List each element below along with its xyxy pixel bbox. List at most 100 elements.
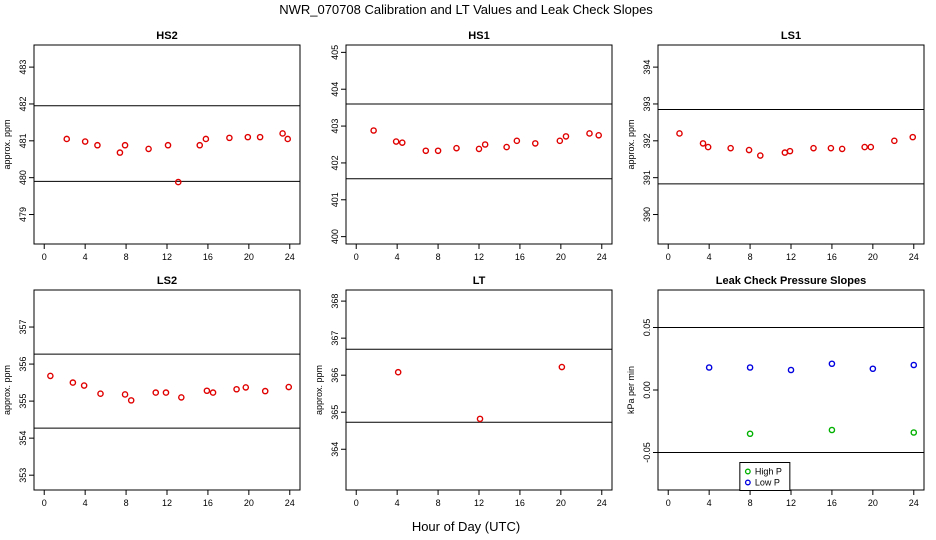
panel-leak-check-legend-marker	[744, 479, 751, 486]
panel-ls1-xtick-label: 0	[666, 252, 671, 262]
panel-hs2-ytick-label: 483	[18, 60, 28, 75]
panel-ls1-point	[891, 137, 898, 145]
panel-hs2-xtick-label: 20	[244, 252, 254, 262]
panel-ls2-point	[80, 382, 88, 389]
panel-lt-xtick-label: 20	[556, 498, 566, 508]
panel-ls2-point	[209, 389, 217, 396]
panel-ls1-point	[781, 149, 789, 156]
panel-ls1-ylabel: approx. ppm	[626, 119, 636, 169]
panel-ls1-xtick-label: 24	[909, 252, 919, 262]
panel-ls2-xtick-label: 0	[42, 498, 47, 508]
panel-lt-ylabel: approx. ppm	[314, 365, 324, 415]
panel-hs2-ytick-label: 481	[18, 133, 28, 148]
panel-leak-check-point	[705, 364, 713, 371]
panel-hs1-point	[434, 147, 442, 155]
panel-leak-check-point	[746, 430, 754, 438]
panel-hs1-xtick-label: 4	[395, 252, 400, 262]
panel-hs1-xtick-label: 0	[354, 252, 359, 262]
panel-hs2-point	[164, 141, 172, 149]
panel-leak-check-xtick-label: 4	[707, 498, 712, 508]
panel-ls2-title: LS2	[157, 275, 177, 287]
panel-ls1-title: LS1	[781, 30, 801, 42]
panel-hs2-xtick-label: 12	[162, 252, 172, 262]
panel-hs1-point	[370, 127, 377, 134]
panel-hs1-point	[513, 137, 521, 145]
panel-ls1-point	[699, 140, 707, 147]
panel-hs1-point	[503, 143, 510, 151]
panel-ls1-point	[704, 143, 712, 151]
panel-ls1-ytick-label: 390	[642, 207, 652, 222]
panel-ls2-ytick-label: 356	[18, 357, 28, 372]
panel-leak-check-legend-label: High P	[755, 467, 782, 477]
panel-hs2-xtick-label: 24	[285, 252, 295, 262]
panel-lt-title: LT	[473, 275, 486, 287]
panel-leak-check-title: Leak Check Pressure Slopes	[716, 275, 866, 287]
panel-ls2-xtick-label: 24	[285, 498, 295, 508]
panel-hs2-frame	[33, 44, 301, 245]
panel-ls1-ytick-label: 391	[642, 170, 652, 185]
panel-lt: LT approx. ppm 0 4 8 12 16 20 24 364 365 366 367 368	[314, 275, 613, 508]
panel-leak-check-xtick-label: 20	[868, 498, 878, 508]
panel-ls2-point	[261, 387, 269, 395]
panel-hs1-ytick-label: 400	[330, 229, 340, 244]
panel-ls2-xtick-label: 20	[244, 498, 254, 508]
panel-ls1-point	[827, 144, 835, 152]
panel-hs2-xtick-label: 16	[203, 252, 213, 262]
panel-hs2-point	[226, 134, 233, 142]
figure-xlabel: Hour of Day (UTC)	[412, 519, 520, 534]
panel-hs1-xtick-label: 20	[556, 252, 566, 262]
panel-ls2-point	[97, 390, 104, 398]
panel-hs2-ytick-label: 480	[18, 170, 28, 185]
panel-leak-check-xtick-label: 0	[666, 498, 671, 508]
panel-ls2-xtick-label: 8	[124, 498, 129, 508]
panel-hs1-point	[586, 130, 593, 137]
panel-ls2-ytick-label: 354	[18, 431, 28, 446]
panel-leak-check-point	[828, 360, 836, 368]
panel-hs1-point	[556, 137, 564, 145]
panel-leak-check-point	[869, 365, 877, 373]
panel-ls1-ytick-label: 392	[642, 133, 652, 148]
panel-lt-point	[476, 415, 484, 423]
panel-ls2-point	[178, 394, 185, 401]
panel-ls1-point	[810, 144, 817, 152]
panel-ls1-point	[838, 145, 846, 153]
panel-hs1-point	[562, 133, 570, 140]
panel-ls1-point	[909, 133, 917, 141]
panel-lt-point	[558, 363, 566, 371]
panel-hs1-point	[475, 145, 483, 153]
panel-leak-check-legend-label: Low P	[755, 478, 780, 488]
panel-leak-check-legend-marker	[744, 468, 751, 475]
panel-hs1-point	[595, 131, 603, 139]
panel-lt-xtick-label: 16	[515, 498, 525, 508]
panel-hs1-ytick-label: 401	[330, 192, 340, 207]
panel-ls2-xtick-label: 12	[162, 498, 172, 508]
panel-hs2-point	[145, 145, 152, 153]
panel-leak-check-xtick-label: 12	[786, 498, 796, 508]
panel-hs1-ytick-label: 402	[330, 155, 340, 170]
panel-ls1: LS1 approx. ppm 0 4 8 12 16 20 24 390 391 392 393 394	[626, 30, 925, 262]
panel-hs2: HS2 approx. ppm 0 4 8 12 16 20 24 479 480 481 482 483	[2, 30, 301, 262]
panel-ls2-ytick-label: 353	[18, 468, 28, 483]
panel-ls1-xtick-label: 16	[827, 252, 837, 262]
panel-ls2-point	[233, 385, 240, 393]
panel-hs1-point	[422, 147, 430, 155]
panel-ls2-xtick-label: 4	[83, 498, 88, 508]
panel-ls1-point	[861, 143, 868, 151]
panel-ls2-point	[69, 379, 77, 386]
panel-ls1-xtick-label: 20	[868, 252, 878, 262]
panel-lt-point	[394, 368, 402, 376]
panel-leak-check-legend	[739, 462, 791, 491]
figure-title: NWR_070708 Calibration and LT Values and…	[279, 2, 653, 17]
panel-leak-check-ytick-label: 0.05	[642, 319, 652, 337]
panel-leak-check-xtick-label: 24	[909, 498, 919, 508]
panel-hs1-xtick-label: 24	[597, 252, 607, 262]
panel-ls2-point	[127, 397, 135, 404]
panel-lt-ytick-label: 364	[330, 442, 340, 457]
panel-hs1-ytick-label: 403	[330, 119, 340, 134]
panel-hs2-point	[174, 178, 182, 186]
panel-hs1-point	[453, 144, 460, 152]
panel-hs1-xtick-label: 8	[436, 252, 441, 262]
panel-lt-ytick-label: 365	[330, 405, 340, 420]
panel-hs2-ytick-label: 482	[18, 96, 28, 111]
panel-ls2-point	[121, 391, 129, 398]
